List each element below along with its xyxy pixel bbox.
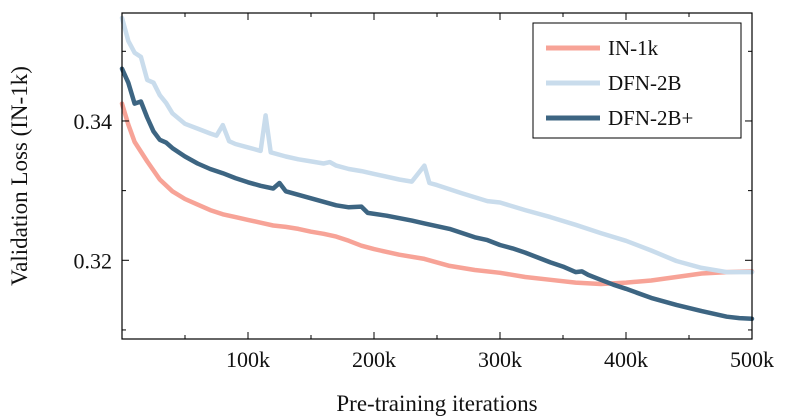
legend-label-dfn2b: DFN-2B bbox=[608, 71, 682, 95]
y-tick-label: 0.34 bbox=[74, 109, 113, 134]
y-tick-label: 0.32 bbox=[74, 248, 113, 273]
x-tick-label: 500k bbox=[730, 347, 774, 372]
x-axis-title: Pre-training iterations bbox=[336, 391, 537, 416]
legend-label-in1k: IN-1k bbox=[608, 36, 659, 60]
y-axis-title: Validation Loss (IN-1k) bbox=[7, 66, 32, 286]
x-tick-label: 300k bbox=[478, 347, 522, 372]
series-lines bbox=[119, 15, 755, 322]
legend-label-dfn2bplus: DFN-2B+ bbox=[608, 106, 693, 130]
series-line-dfn2b bbox=[119, 66, 755, 322]
legend: IN-1k DFN-2B DFN-2B+ bbox=[532, 22, 742, 139]
x-tick-label: 400k bbox=[604, 347, 648, 372]
x-tick-label: 100k bbox=[226, 347, 270, 372]
series-line-in1k bbox=[119, 101, 755, 287]
series-line-dfn2b bbox=[119, 15, 755, 275]
minor-ticks bbox=[122, 13, 752, 339]
axis-ticks: 100k 200k 300k 400k 500k 0.32 0.34 bbox=[74, 13, 774, 372]
x-tick-label: 200k bbox=[352, 347, 396, 372]
plot-frame bbox=[121, 12, 753, 340]
